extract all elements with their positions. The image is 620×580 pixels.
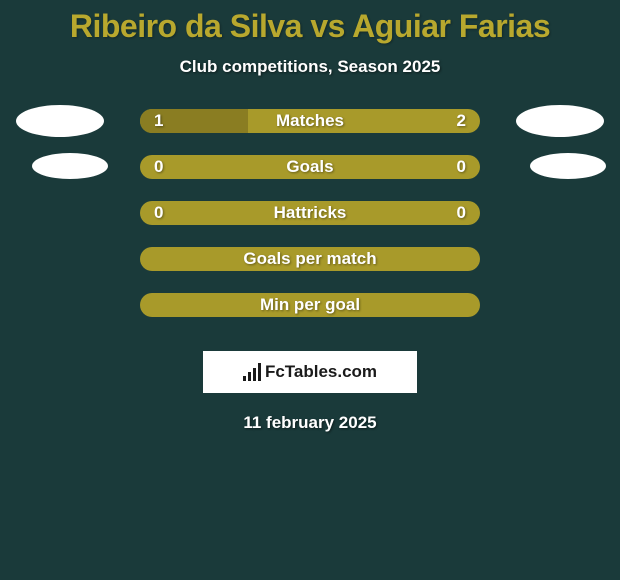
stat-label: Goals per match [140, 249, 480, 269]
stat-rows: 12Matches 00Goals 00Hattricks Goals per mat… [0, 109, 620, 339]
chart-icon-bar [258, 363, 261, 381]
stat-label: Goals [140, 157, 480, 177]
stat-row: 00Goals [0, 155, 620, 201]
bar-area: 12Matches [140, 109, 480, 133]
brand-logo-text: FcTables.com [265, 362, 377, 382]
bar-area: 00Goals [140, 155, 480, 179]
bar-area: 00Hattricks [140, 201, 480, 225]
brand-logo-box: FcTables.com [203, 351, 417, 393]
chart-icon-bar [243, 376, 246, 381]
chart-icon-bar [253, 368, 256, 381]
comparison-block: 12Matches 00Goals 00Hattricks Goals per mat… [0, 109, 620, 339]
page-subtitle: Club competitions, Season 2025 [0, 57, 620, 77]
stat-row: 12Matches [0, 109, 620, 155]
chart-icon-bar [248, 372, 251, 381]
page-title: Ribeiro da Silva vs Aguiar Farias [0, 8, 620, 45]
main-container: Ribeiro da Silva vs Aguiar Farias Club c… [0, 0, 620, 433]
chart-icon [243, 363, 261, 381]
stat-row: Min per goal [0, 293, 620, 339]
bar-area: Min per goal [140, 293, 480, 317]
stat-label: Hattricks [140, 203, 480, 223]
brand-logo: FcTables.com [243, 362, 377, 382]
stat-row: Goals per match [0, 247, 620, 293]
stat-label: Min per goal [140, 295, 480, 315]
stat-row: 00Hattricks [0, 201, 620, 247]
date-label: 11 february 2025 [0, 413, 620, 433]
stat-label: Matches [140, 111, 480, 131]
bar-area: Goals per match [140, 247, 480, 271]
